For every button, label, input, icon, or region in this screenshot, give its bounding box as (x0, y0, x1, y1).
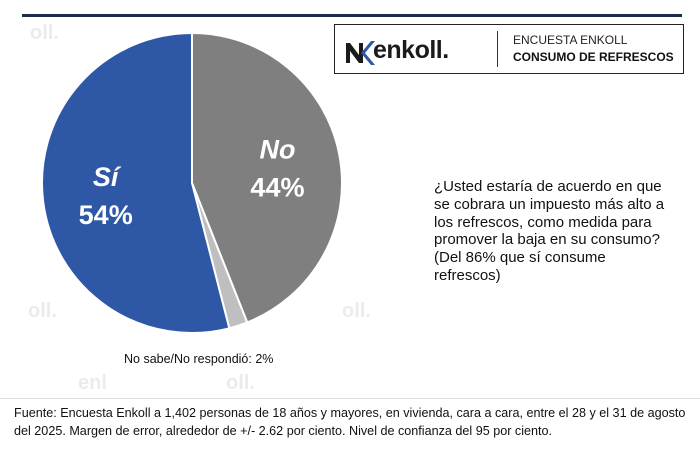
watermark-text: oll. (28, 300, 57, 322)
survey-question: ¿Usted estaría de acuerdo en que se cobr… (434, 178, 665, 284)
slice-value-label: 54% (79, 200, 133, 230)
slice-label: No (259, 135, 295, 165)
source-note: Fuente: Encuesta Enkoll a 1,402 personas… (14, 406, 686, 438)
pie-slice (191, 31, 343, 324)
enkoll-mark-icon (346, 41, 375, 65)
no-sabe-label: No sabe/No respondió: 2% (124, 352, 274, 366)
pie-slice (41, 31, 231, 334)
watermark-text: oll. (342, 300, 371, 322)
survey-name: ENCUESTA ENKOLL (513, 33, 628, 47)
slice-value-label: 44% (250, 173, 304, 203)
survey-topic: CONSUMO DE REFRESCOS (513, 50, 674, 64)
brand-divider (497, 31, 498, 67)
slice-label: Sí (93, 162, 122, 192)
bottom-rule (0, 398, 700, 399)
watermark-text: enl (78, 372, 107, 394)
enkoll-logo: enkoll. (345, 35, 495, 67)
logo-text: enkoll. (373, 36, 449, 64)
watermark-text: oll. (226, 372, 255, 394)
brand-box: enkoll. ENCUESTA ENKOLL CONSUMO DE REFRE… (334, 24, 684, 74)
top-rule (22, 14, 682, 17)
watermark-text: oll. (30, 22, 59, 44)
